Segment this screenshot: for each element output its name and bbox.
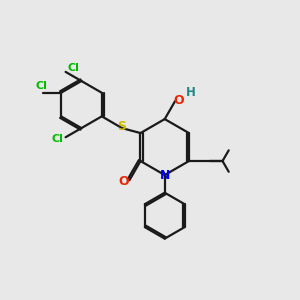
- Text: O: O: [173, 94, 184, 106]
- Text: O: O: [119, 175, 130, 188]
- Text: Cl: Cl: [52, 134, 64, 144]
- Text: Cl: Cl: [35, 81, 47, 91]
- Text: Cl: Cl: [68, 63, 80, 73]
- Text: H: H: [185, 86, 195, 99]
- Text: S: S: [117, 120, 126, 134]
- Text: N: N: [160, 169, 170, 182]
